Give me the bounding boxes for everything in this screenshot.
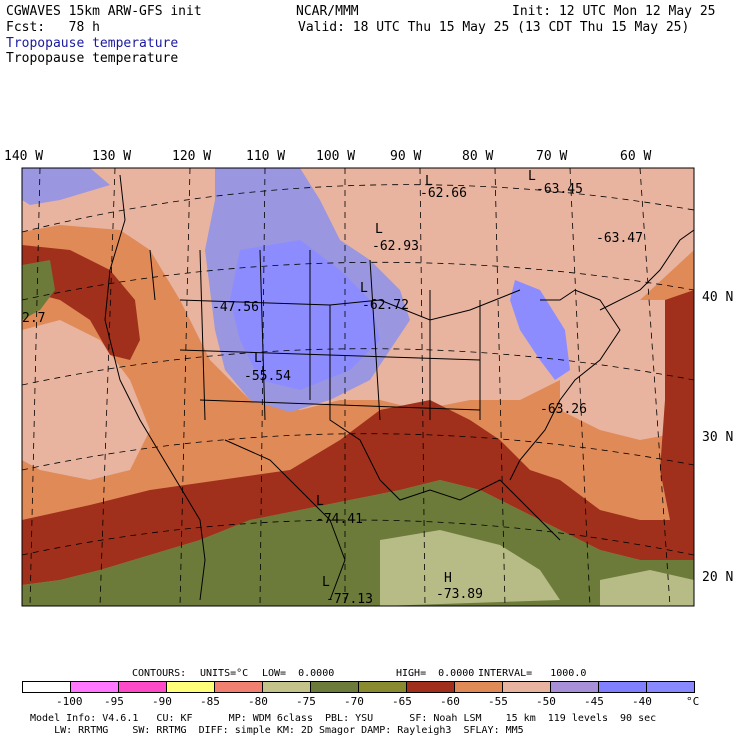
extreme-mark: L [375,222,383,237]
lon-label: 90 W [390,149,422,164]
lat-label: 40 N [702,290,734,305]
lon-label: 110 W [246,149,286,164]
legend-tick-label: -90 [152,695,172,708]
legend-swatch [214,681,263,693]
legend-swatch [358,681,407,693]
legend-tick-label: -40 [632,695,652,708]
extreme-value: -47.56 [212,300,259,315]
legend-swatch [262,681,311,693]
legend-tick-label: -80 [248,695,268,708]
legend-swatch [454,681,503,693]
extreme-value: -62.93 [372,239,419,254]
legend-swatch [646,681,695,693]
extreme-value: -63.47 [596,231,643,246]
legend-tick-label: -60 [440,695,460,708]
legend-swatch [310,681,359,693]
extreme-value: -74.41 [316,512,363,527]
contours-label: CONTOURS: [132,668,187,679]
init-time: Init: 12 UTC Mon 12 May 25 [512,4,716,19]
extreme-mark: L [322,575,330,590]
legend-swatch [166,681,215,693]
legend-swatch [598,681,647,693]
extreme-value: -55.54 [244,369,291,384]
extreme-value: -73.89 [436,587,483,602]
legend-tick-label: -55 [488,695,508,708]
legend-tick-label: -65 [392,695,412,708]
extreme-mark: L [528,169,536,184]
legend-swatch [70,681,119,693]
contours-low: LOW= 0.0000 [262,668,335,679]
lat-label: 20 N [702,570,734,585]
lon-label: 80 W [462,149,494,164]
extreme-value: -63.45 [536,182,583,197]
lon-label: 120 W [172,149,212,164]
legend-tick-label: -100 [56,695,83,708]
forecast-hour: Fcst: 78 h [6,20,100,35]
extreme-mark: H [444,571,452,586]
extreme-value: -62.72 [362,298,409,313]
map-frame [21,167,695,607]
lon-label: 70 W [536,149,568,164]
field-name-secondary: Tropopause temperature [6,51,179,66]
lon-label: 140 W [4,149,44,164]
contours-units: UNITS=°C [200,668,249,679]
extreme-mark: L [316,494,324,509]
field-name-primary: Tropopause temperature [6,36,179,51]
legend-tick-label: -45 [584,695,604,708]
legend-swatch [550,681,599,693]
lon-label: 100 W [316,149,356,164]
extreme-mark: L [425,174,433,189]
contours-interval: INTERVAL= 1000.0 [478,668,587,679]
legend-tick-label: -85 [200,695,220,708]
model-info-line1: Model Info: V4.6.1 CU: KF MP: WDM 6class… [30,713,657,724]
lon-label: 60 W [620,149,652,164]
valid-time: Valid: 18 UTC Thu 15 May 25 (13 CDT Thu … [298,20,690,35]
extreme-value: -62.66 [420,186,467,201]
legend-swatch [22,681,71,693]
model-info-line2: LW: RRTMG SW: RRTMG DIFF: simple KM: 2D … [30,725,524,736]
extreme-mark: L [360,281,368,296]
lon-label: 130 W [92,149,132,164]
legend-tick-label: °C [686,695,700,708]
contours-high: HIGH= 0.0000 [396,668,475,679]
model-title: CGWAVES 15km ARW-GFS init [6,4,202,19]
extreme-value: -77.13 [326,592,373,607]
legend-tick-label: -50 [536,695,556,708]
organization: NCAR/MMM [296,4,359,19]
legend-swatch [502,681,551,693]
extreme-value: -63.26 [540,402,587,417]
legend-swatch [118,681,167,693]
lat-label: 30 N [702,430,734,445]
legend-tick-label: -70 [344,695,364,708]
extreme-value: 2.7 [22,311,45,326]
extreme-mark: L [254,351,262,366]
legend-swatch [406,681,455,693]
legend-tick-label: -95 [104,695,124,708]
legend-tick-label: -75 [296,695,316,708]
